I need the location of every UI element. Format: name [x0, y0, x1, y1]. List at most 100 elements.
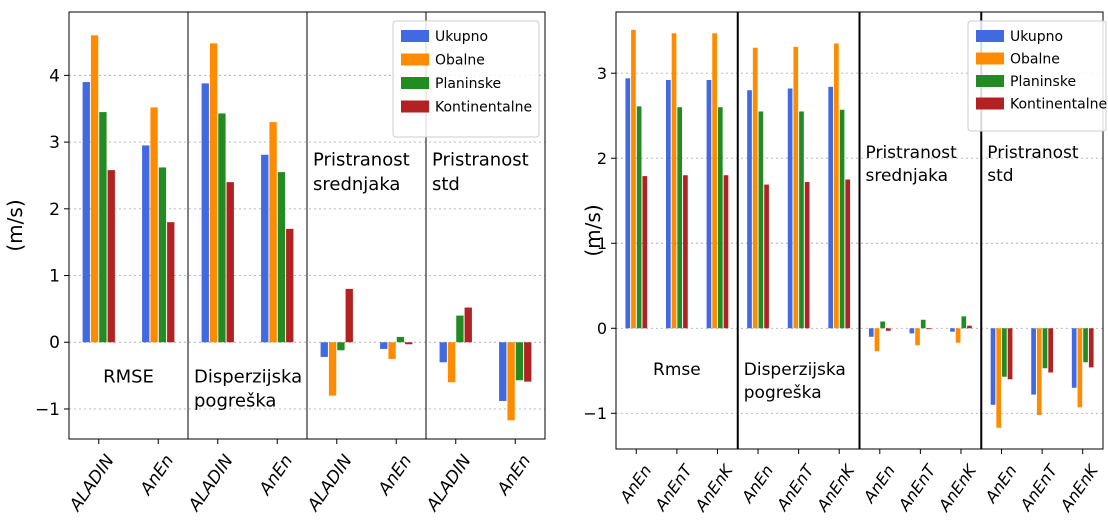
bar-obalne-2 — [671, 33, 677, 329]
bar-planinske-4 — [277, 172, 286, 343]
bar-planinske-9 — [961, 316, 967, 329]
group-label-line: std — [987, 166, 1013, 186]
group-label-line: srednjaka — [313, 174, 400, 195]
y-tick-label: −1 — [35, 400, 60, 420]
y-axis-label: (m/s) — [581, 204, 605, 256]
group-label: Pristranost std — [987, 143, 1079, 186]
x-tick-label: AnEnK — [812, 460, 859, 515]
bar-obalne-12 — [1077, 328, 1083, 408]
y-tick-label: −1 — [583, 404, 607, 423]
bar-kontinentalne-11 — [1048, 328, 1053, 373]
bar-obalne-1 — [90, 35, 99, 343]
legend-swatch — [976, 97, 1004, 110]
bar-planinske-10 — [1002, 328, 1007, 377]
y-tick-label: 0 — [597, 319, 607, 338]
legend-swatch — [401, 30, 429, 42]
chart-panel-1: RMSE Disperzijska pogreška Pristranost sredn… — [3, 11, 546, 516]
legend-swatch — [976, 75, 1004, 87]
bar-kontinentalne-7 — [885, 328, 891, 331]
legend: Ukupno Obalne Planinske Kontinentalne — [967, 20, 1107, 132]
bar-ukupno-7 — [439, 342, 447, 363]
bar-planinske-2 — [158, 167, 167, 343]
bar-ukupno-10 — [990, 328, 996, 405]
legend-label: Kontinentalne — [1010, 97, 1107, 113]
legend-label: Planinske — [1010, 74, 1076, 90]
y-tick-label: 3 — [597, 64, 607, 83]
bar-ukupno-8 — [909, 328, 915, 334]
bar-planinske-12 — [1083, 328, 1088, 363]
legend: Ukupno Obalne Planinske Kontinentalne — [392, 20, 540, 138]
bar-obalne-7 — [874, 328, 880, 352]
y-tick-label: 1 — [49, 266, 60, 286]
bar-obalne-1 — [631, 29, 636, 329]
bar-obalne-3 — [209, 43, 218, 343]
x-tick-label: AnEnT — [1016, 460, 1062, 515]
x-tick-label: AnEnT — [772, 460, 818, 515]
bar-ukupno-5 — [320, 342, 328, 357]
group-label-line: Pristranost — [313, 149, 410, 170]
bar-planinske-3 — [717, 107, 723, 329]
bar-kontinentalne-7 — [464, 307, 472, 343]
y-tick-label: 4 — [49, 66, 60, 86]
bar-kontinentalne-2 — [683, 175, 688, 329]
bar-ukupno-9 — [950, 328, 955, 332]
bar-kontinentalne-2 — [167, 222, 175, 343]
legend-label: Kontinentalne — [435, 100, 532, 116]
bar-planinske-6 — [839, 109, 845, 329]
bar-obalne-5 — [328, 342, 337, 396]
bar-ukupno-2 — [142, 145, 150, 343]
bar-kontinentalne-5 — [804, 182, 810, 329]
x-tick-label: AnEn — [493, 451, 535, 499]
bar-ukupno-3 — [201, 83, 209, 343]
bar-kontinentalne-3 — [723, 175, 729, 329]
bar-obalne-5 — [793, 46, 799, 329]
bar-planinske-8 — [515, 342, 524, 381]
bar-obalne-6 — [388, 342, 396, 359]
group-label-line: Pristranost — [987, 143, 1079, 163]
group-label-line: Pristranost — [866, 143, 958, 163]
bar-ukupno-4 — [261, 154, 269, 343]
legend-swatch — [401, 53, 429, 66]
bar-ukupno-7 — [868, 328, 874, 337]
y-tick-label: 0 — [49, 333, 60, 353]
group-label: Disperzijska pogreška — [744, 360, 846, 403]
bar-ukupno-6 — [828, 86, 834, 329]
chart-panel-2: Rmse Disperzijska pogreška Pristranost sredn… — [581, 11, 1107, 515]
bar-kontinentalne-6 — [845, 179, 851, 329]
bar-kontinentalne-1 — [642, 176, 648, 329]
bar-obalne-4 — [269, 122, 277, 343]
legend-label: Obalne — [435, 53, 485, 69]
bar-planinske-2 — [677, 107, 683, 329]
group-label: RMSE — [103, 366, 154, 387]
bar-planinske-3 — [218, 113, 226, 343]
legend-label: Planinske — [435, 76, 501, 92]
bar-obalne-8 — [507, 342, 515, 421]
bar-kontinentalne-4 — [764, 184, 769, 329]
x-tick-label: AnEn — [981, 461, 1021, 507]
group-label-line: pogreška — [744, 383, 822, 403]
bar-obalne-4 — [752, 47, 758, 329]
bar-planinske-8 — [920, 319, 926, 329]
bar-planinske-7 — [456, 315, 464, 343]
plot-frame — [615, 11, 1104, 450]
bar-planinske-11 — [1042, 328, 1048, 369]
bar-ukupno-11 — [1031, 328, 1036, 395]
group-label: Pristranost std — [432, 149, 529, 194]
group-label-line: RMSE — [103, 366, 154, 387]
legend-swatch — [976, 30, 1004, 42]
group-label-line: Disperzijska — [744, 360, 846, 380]
bar-ukupno-5 — [787, 88, 793, 329]
bar-obalne-10 — [996, 328, 1002, 428]
bar-obalne-6 — [834, 43, 839, 329]
bar-kontinentalne-10 — [1007, 328, 1013, 380]
bar-ukupno-8 — [499, 342, 507, 401]
bar-kontinentalne-9 — [967, 325, 972, 329]
bar-kontinentalne-8 — [524, 342, 532, 382]
group-label-line: Pristranost — [432, 149, 529, 170]
bar-planinske-5 — [337, 342, 345, 351]
bar-ukupno-1 — [625, 78, 631, 329]
bar-ukupno-12 — [1071, 328, 1077, 388]
x-tick-label: AnEn — [255, 451, 297, 499]
y-tick-label: 1 — [597, 234, 607, 253]
